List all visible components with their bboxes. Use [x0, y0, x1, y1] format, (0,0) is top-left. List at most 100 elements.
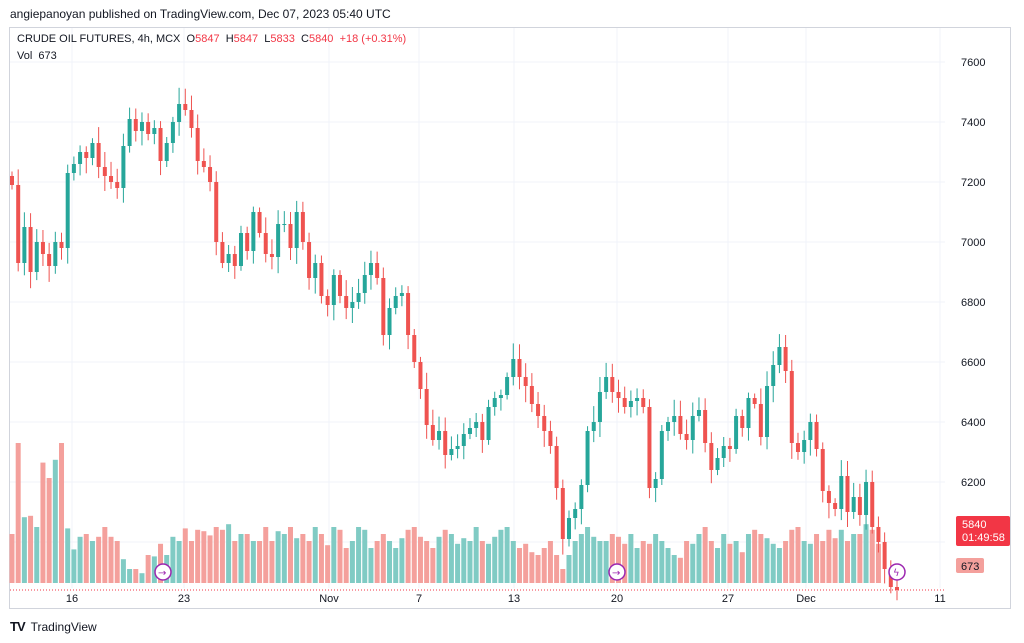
- ohlc-legend: CRUDE OIL FUTURES, 4h, MCX O5847 H5847 L…: [17, 33, 406, 45]
- volume-bar: [133, 569, 139, 583]
- volume-bar: [380, 534, 386, 583]
- volume-bar: [21, 517, 27, 583]
- bar-countdown: 01:49:58: [962, 532, 1005, 544]
- volume-bar: [356, 527, 362, 583]
- candle-body: [690, 416, 695, 440]
- candle-body: [269, 254, 274, 257]
- volume-bar: [442, 529, 448, 583]
- volume-bar: [783, 541, 789, 583]
- volume-bar: [572, 541, 578, 583]
- volume-bar: [151, 556, 157, 583]
- volume-bar: [708, 541, 714, 583]
- lightning-icon[interactable]: [888, 563, 906, 581]
- volume-bar: [875, 543, 881, 583]
- candle-body: [257, 212, 262, 233]
- volume-bar: [820, 541, 826, 583]
- symbol-label[interactable]: CRUDE OIL FUTURES, 4h, MCX: [17, 33, 181, 45]
- event-markers[interactable]: → → ϟ: [154, 563, 906, 581]
- volume-bar: [250, 541, 256, 583]
- candle-body: [16, 185, 21, 263]
- time-axis[interactable]: 16 23 Nov 7 13 20 27 Dec 11: [66, 593, 946, 605]
- volume-bar: [219, 529, 225, 583]
- candle-body: [709, 443, 714, 470]
- volume-bar: [455, 543, 461, 583]
- candle-body: [597, 392, 602, 422]
- candle-body: [10, 176, 14, 185]
- volume-bar: [807, 543, 813, 583]
- candle-body: [133, 119, 138, 131]
- candle-body: [486, 407, 491, 440]
- event-arrow-icon[interactable]: [608, 563, 626, 581]
- volume-bar: [646, 543, 652, 583]
- volume-bar: [826, 529, 832, 583]
- volume-bar: [640, 541, 646, 583]
- volume-bar: [257, 541, 263, 583]
- candle-body: [362, 275, 367, 293]
- volume-bar: [176, 541, 182, 583]
- candle-body: [220, 242, 225, 263]
- volume-bar: [838, 529, 844, 583]
- volume-bar: [492, 536, 498, 583]
- volume-bar: [368, 548, 374, 583]
- arrow-right-icon: →: [158, 568, 166, 579]
- volume-bar: [616, 536, 622, 583]
- volume-bar: [9, 534, 15, 583]
- candle-body: [232, 254, 237, 266]
- volume-bar: [281, 534, 287, 583]
- candle-body: [59, 242, 64, 248]
- candle-body: [752, 398, 757, 404]
- volume-bar: [677, 557, 683, 583]
- candle-body: [882, 542, 887, 569]
- volume-bar: [770, 543, 776, 583]
- candle-body: [529, 386, 534, 404]
- volume-bar: [244, 534, 250, 583]
- last-price-value: 5840: [962, 519, 986, 531]
- price-axis[interactable]: 600062006400660068007000720074007600: [961, 57, 985, 549]
- candle-body: [226, 254, 231, 263]
- tradingview-logo-icon[interactable]: TV: [10, 619, 26, 634]
- volume-bar: [516, 548, 522, 583]
- volume-bar: [591, 536, 597, 583]
- price-tick-label: 7200: [961, 177, 985, 189]
- volume-bar: [83, 534, 89, 583]
- low-value: 5833: [270, 33, 295, 45]
- candle-body: [294, 212, 299, 248]
- candle-body: [65, 173, 70, 248]
- volume-bar: [814, 534, 820, 583]
- candle-body: [251, 212, 256, 251]
- dividend-arrow-icon[interactable]: [154, 563, 172, 581]
- candle-body: [480, 422, 485, 440]
- candle-body: [517, 359, 522, 377]
- volume-bar: [387, 541, 393, 583]
- price-tick-label: 6800: [961, 297, 985, 309]
- volume-bar: [795, 527, 801, 583]
- chart-frame[interactable]: [9, 27, 1011, 609]
- volume-bar: [529, 552, 535, 583]
- volume-bar: [523, 543, 529, 583]
- candle-body: [604, 377, 609, 392]
- candle-body: [616, 392, 621, 398]
- candle-body: [387, 308, 392, 335]
- price-tick-label: 7400: [961, 117, 985, 129]
- candle-body: [461, 434, 466, 446]
- volume-bar: [733, 541, 739, 583]
- candle-body: [628, 401, 633, 407]
- candle-body: [839, 476, 844, 509]
- price-tick-label: 6600: [961, 357, 985, 369]
- candle-body: [740, 416, 745, 428]
- volume-bar: [417, 536, 423, 583]
- candle-body: [424, 389, 429, 425]
- volume-bar: [139, 573, 145, 583]
- last-price-tag: 5840 01:49:58: [956, 516, 1010, 546]
- brand-name[interactable]: TradingView: [30, 619, 97, 634]
- volume-bar: [52, 459, 58, 583]
- volume-bar: [671, 555, 677, 583]
- candle-body: [177, 104, 182, 122]
- candle-body: [857, 497, 862, 515]
- volume-bar: [869, 529, 875, 583]
- time-tick-label: Nov: [319, 593, 339, 605]
- volume-bar: [71, 549, 77, 583]
- volume-bar: [275, 531, 281, 583]
- candle-body: [78, 152, 83, 164]
